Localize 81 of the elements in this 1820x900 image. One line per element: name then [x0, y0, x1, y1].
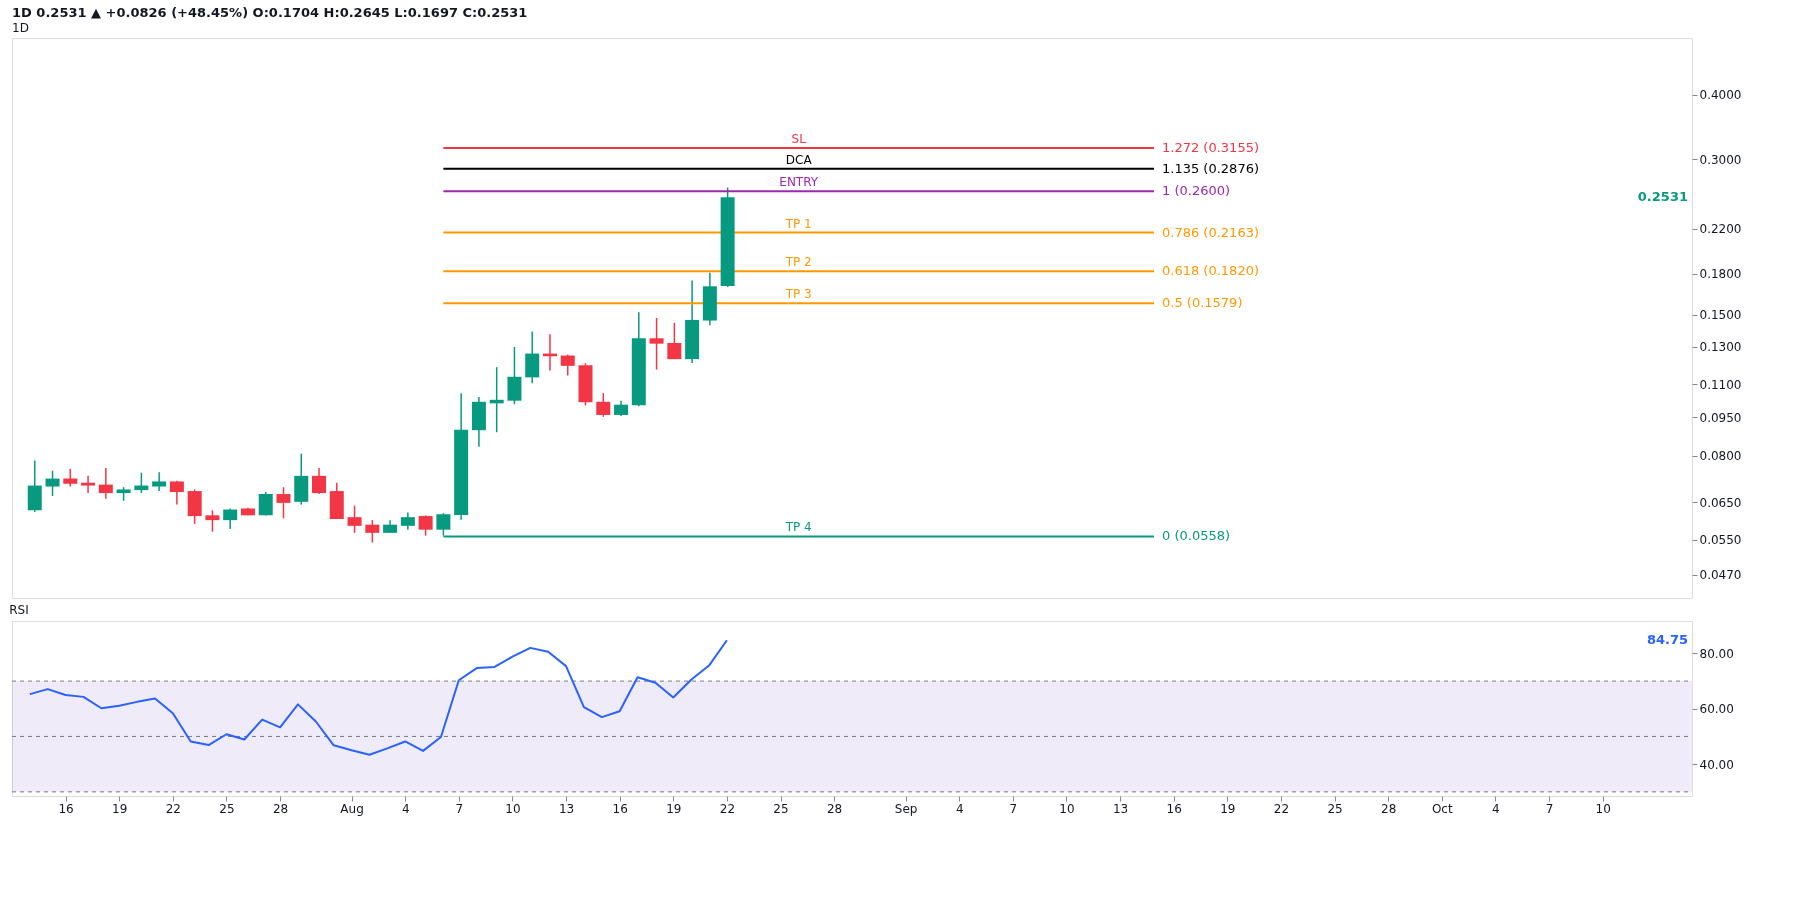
data-label: 0.618 (0.1820) [1162, 263, 1260, 279]
x-tick-label: 16 [1166, 801, 1182, 816]
x-tick-label: 22 [1273, 801, 1290, 816]
chart-title: 1D 0.2531 ▲ +0.0826 (+48.45%) O:0.1704 H:0.2645 L:0.1697 C:0.2531 [12, 5, 528, 20]
annotation: 84.75 [1646, 632, 1688, 648]
y-tick-label: 0.0650 [1699, 495, 1742, 510]
candlestick [596, 392, 611, 418]
y-tick-label: 0.2200 [1699, 222, 1742, 237]
y-tick-label: 0.1100 [1699, 377, 1742, 392]
candlestick [667, 322, 682, 360]
y-tick-label: 0.1500 [1699, 308, 1742, 323]
x-tick-label: 16 [58, 801, 74, 816]
x-tick-label: 7 [455, 801, 464, 816]
data-label: 0.5 (0.1579) [1162, 295, 1243, 311]
data-label: 1.135 (0.2876) [1162, 160, 1260, 176]
candlestick [98, 467, 113, 500]
line-series [28, 639, 728, 756]
series-label: DCA [785, 152, 813, 167]
x-tick-label: 7 [1009, 801, 1018, 816]
y-tick-label: 60.00 [1699, 702, 1734, 717]
series-label: TP 4 [784, 520, 812, 535]
y-tick-label: 0.1300 [1699, 340, 1742, 355]
y-tick-label: 0.0550 [1699, 533, 1742, 548]
y-tick-label: 40.00 [1699, 757, 1734, 772]
x-tick-label: 13 [558, 801, 575, 816]
candlestick [152, 471, 167, 492]
x-tick-label: 25 [219, 801, 235, 816]
x-tick-label: 7 [1545, 801, 1554, 816]
data-label: 1 (0.2600) [1162, 183, 1231, 199]
series-label: ENTRY [779, 175, 819, 190]
x-tick-label: 19 [112, 801, 128, 816]
candlestick [560, 353, 575, 377]
x-tick-label: 10 [1595, 801, 1611, 816]
series-label: TP 3 [784, 287, 812, 302]
x-tick-label: 16 [612, 801, 628, 816]
chart-title: RSI [9, 603, 29, 617]
data-label: 1.272 (0.3155) [1162, 139, 1260, 155]
annotation: 0.2531 [1637, 189, 1688, 205]
candlestick [649, 317, 664, 371]
y-tick-label: 0.0470 [1699, 568, 1742, 583]
y-tick-label: 80.00 [1699, 646, 1734, 661]
y-tick-label: 0.0800 [1699, 449, 1742, 464]
x-tick-label: 25 [773, 801, 789, 816]
x-tick-label: 28 [272, 801, 289, 816]
series-label: TP 2 [784, 255, 812, 270]
candlestick [45, 469, 60, 497]
candlestick [418, 514, 433, 537]
y-tick-label: 0.1800 [1699, 267, 1742, 282]
x-tick-label: Oct [1431, 801, 1453, 816]
x-tick-label: 19 [1220, 801, 1236, 816]
data-label: 0.786 (0.2163) [1162, 224, 1260, 240]
x-tick-label: 13 [1112, 801, 1129, 816]
x-tick-label: 19 [666, 801, 682, 816]
data-label: 0 (0.0558) [1162, 528, 1231, 544]
candlestick [312, 467, 327, 495]
x-tick-label: 22 [165, 801, 181, 816]
y-tick-label: 0.0950 [1699, 410, 1742, 425]
x-tick-label: 4 [401, 801, 410, 816]
x-tick-label: Aug [340, 801, 364, 816]
candlestick [276, 486, 291, 520]
x-tick-label: 4 [955, 801, 964, 816]
x-tick-label: 10 [505, 801, 521, 816]
x-tick-label: Sep [894, 801, 918, 816]
x-tick-label: 28 [1381, 801, 1397, 816]
y-tick-label: 0.4000 [1699, 88, 1742, 103]
candlestick [347, 504, 362, 534]
y-tick-label: 0.3000 [1699, 152, 1742, 167]
series-label: SL [791, 131, 807, 146]
candlestick [507, 346, 522, 405]
candlestick [525, 330, 540, 384]
candlestick [365, 519, 380, 544]
x-tick-label: 10 [1059, 801, 1075, 816]
x-tick-label: 4 [1492, 801, 1500, 816]
candlestick [205, 509, 220, 533]
x-tick-label: 22 [719, 801, 736, 816]
x-tick-label: 25 [1327, 801, 1343, 816]
candlestick [223, 507, 238, 530]
x-tick-label: 28 [826, 801, 843, 816]
chart-subtitle: 1D [12, 21, 29, 35]
series-label: TP 1 [784, 216, 812, 231]
candlestick [81, 475, 96, 494]
